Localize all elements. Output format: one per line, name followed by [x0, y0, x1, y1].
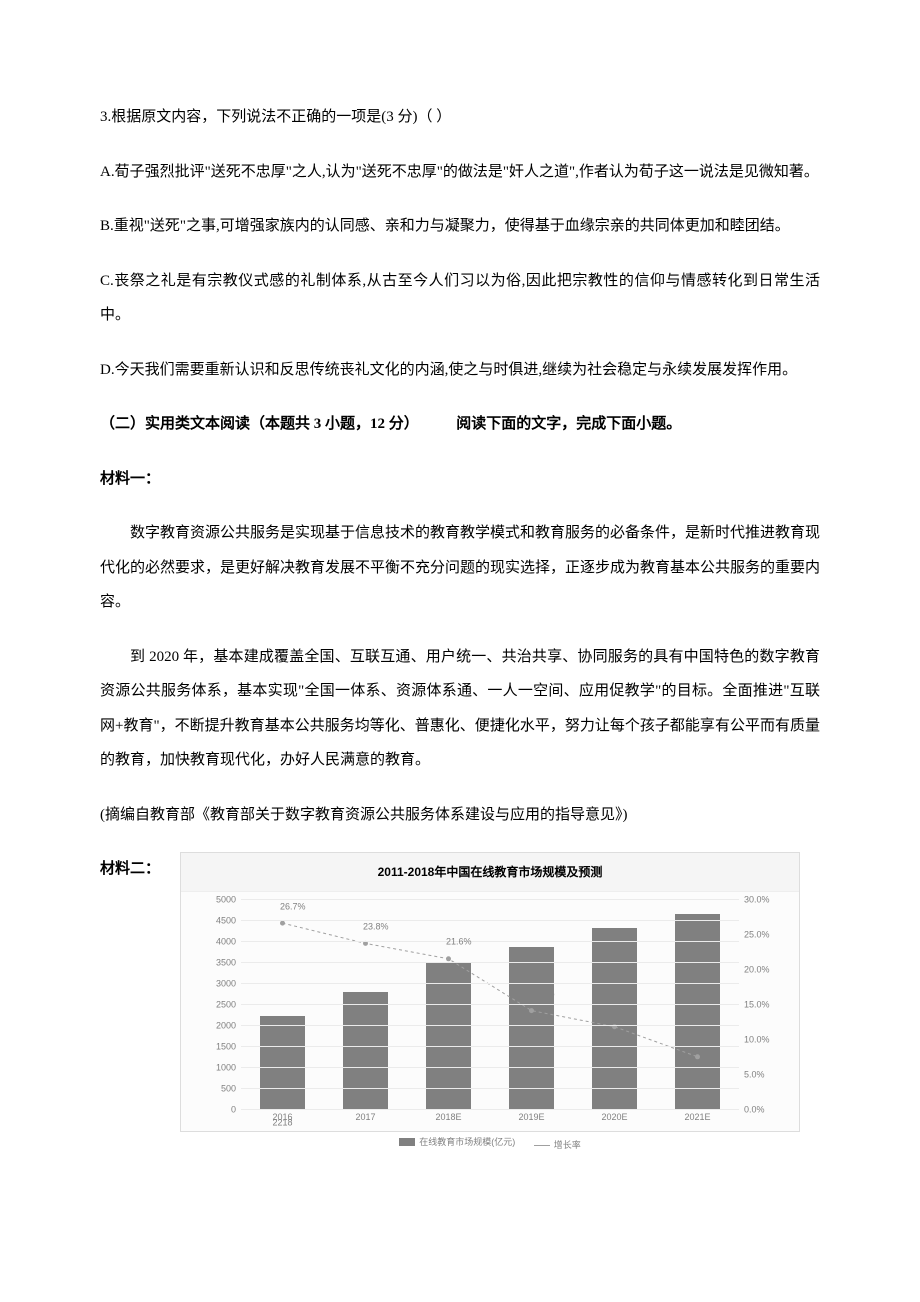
y-right-tick: 5.0% — [744, 1064, 765, 1085]
section2-heading-a: （二）实用类文本阅读（本题共 3 小题，12 分） — [100, 416, 419, 432]
bar-xlabel: 2017 — [355, 1107, 375, 1128]
grid-line — [241, 920, 739, 921]
y-left-tick: 3500 — [216, 952, 236, 973]
y-left-tick: 1500 — [216, 1036, 236, 1057]
bar-xlabel: 2021E — [684, 1107, 710, 1128]
y-left-tick: 2000 — [216, 1015, 236, 1036]
line-label: 23.8% — [363, 916, 389, 937]
material2-row: 材料二： 2011-2018年中国在线教育市场规模及预测 05001000150… — [100, 852, 820, 1132]
bar-value: 4330 — [604, 935, 624, 956]
bar-group: 38702019E — [509, 947, 554, 1110]
bar — [260, 1016, 305, 1109]
legend-bar: 在线教育市场规模(亿元) — [399, 1132, 515, 1153]
q3-option-c[interactable]: C.丧祭之礼是有宗教仪式感的礼制体系,从古至今人们习以为俗,因此把宗教性的信仰与… — [100, 264, 820, 333]
bar-value: 4660 — [687, 907, 707, 928]
line-label: 26.7% — [280, 896, 306, 917]
material1-p1: 数字教育资源公共服务是实现基于信息技术的教育教学模式和教育服务的必备条件，是新时… — [100, 516, 820, 620]
grid-line — [241, 1046, 739, 1047]
y-right-tick: 15.0% — [744, 994, 770, 1015]
grid-line — [241, 1109, 739, 1110]
legend-bar-label: 在线教育市场规模(亿元) — [419, 1132, 515, 1153]
bar-group: 22182016 — [260, 1016, 305, 1109]
y-left-tick: 4500 — [216, 910, 236, 931]
grid-line — [241, 1025, 739, 1026]
grid-line — [241, 983, 739, 984]
chart-legend: 在线教育市场规模(亿元) 增长率 — [181, 1132, 799, 1156]
grid-line — [241, 899, 739, 900]
line-label: 7.6% — [695, 1030, 716, 1051]
line-label: 14.2% — [529, 984, 555, 1005]
y-right-tick: 30.0% — [744, 889, 770, 910]
legend-line: 增长率 — [534, 1135, 581, 1156]
q3-option-a[interactable]: A.荀子强烈批评"送死不忠厚"之人,认为"送死不忠厚"的做法是"奸人之道",作者… — [100, 155, 820, 190]
bar-group: 46602021E — [675, 914, 720, 1110]
line-label: 21.6% — [446, 932, 472, 953]
y-left-tick: 2500 — [216, 994, 236, 1015]
material2-label: 材料二： — [100, 852, 170, 1132]
chart-y-right-axis: 0.0%5.0%10.0%15.0%20.0%25.0%30.0% — [744, 900, 789, 1110]
grid-line — [241, 962, 739, 963]
y-left-tick: 1000 — [216, 1057, 236, 1078]
material1-p2: 到 2020 年，基本建成覆盖全国、互联互通、用户统一、共治共享、协同服务的具有… — [100, 640, 820, 778]
y-left-tick: 0 — [231, 1099, 236, 1120]
section2-heading: （二）实用类文本阅读（本题共 3 小题，12 分） 阅读下面的文字，完成下面小题… — [100, 407, 820, 442]
material1-label: 材料一： — [100, 462, 820, 497]
bar — [509, 947, 554, 1110]
y-left-tick: 500 — [221, 1078, 236, 1099]
material1-source: (摘编自教育部《教育部关于数字教育资源公共服务体系建设与应用的指导意见》) — [100, 798, 820, 833]
y-right-tick: 25.0% — [744, 924, 770, 945]
q3-option-b[interactable]: B.重视"送死"之事,可增强家族内的认同感、亲和力与凝聚力，使得基于血缘宗亲的共… — [100, 209, 820, 244]
y-left-tick: 4000 — [216, 931, 236, 952]
bar-xlabel: 2019E — [518, 1107, 544, 1128]
section2-heading-b: 阅读下面的文字，完成下面小题。 — [456, 416, 681, 432]
chart-bars: 221820162810201734802018E38702019E433020… — [241, 900, 739, 1110]
bar — [343, 992, 388, 1110]
grid-line — [241, 1004, 739, 1005]
bar — [675, 914, 720, 1110]
q3-stem: 3.根据原文内容，下列说法不正确的一项是(3 分)（ ） — [100, 100, 820, 135]
bar-xlabel: 2016 — [272, 1107, 292, 1128]
bar-group: 28102017 — [343, 992, 388, 1110]
chart-title: 2011-2018年中国在线教育市场规模及预测 — [181, 853, 799, 892]
bar-xlabel: 2018E — [435, 1107, 461, 1128]
grid-line — [241, 1067, 739, 1068]
bar-xlabel: 2020E — [601, 1107, 627, 1128]
grid-line — [241, 1088, 739, 1089]
grid-line — [241, 941, 739, 942]
line-label: 11.9% — [612, 1000, 637, 1021]
chart-container: 2011-2018年中国在线教育市场规模及预测 0500100015002000… — [180, 852, 800, 1132]
y-left-tick: 3000 — [216, 973, 236, 994]
y-right-tick: 0.0% — [744, 1099, 765, 1120]
y-right-tick: 10.0% — [744, 1029, 770, 1050]
chart-y-left-axis: 0500100015002000250030003500400045005000 — [196, 900, 236, 1110]
y-left-tick: 5000 — [216, 889, 236, 910]
chart-plot: 0500100015002000250030003500400045005000… — [241, 900, 739, 1110]
legend-line-label: 增长率 — [554, 1135, 581, 1156]
q3-option-d[interactable]: D.今天我们需要重新认识和反思传统丧礼文化的内涵,使之与时俱进,继续为社会稳定与… — [100, 353, 820, 388]
y-right-tick: 20.0% — [744, 959, 770, 980]
